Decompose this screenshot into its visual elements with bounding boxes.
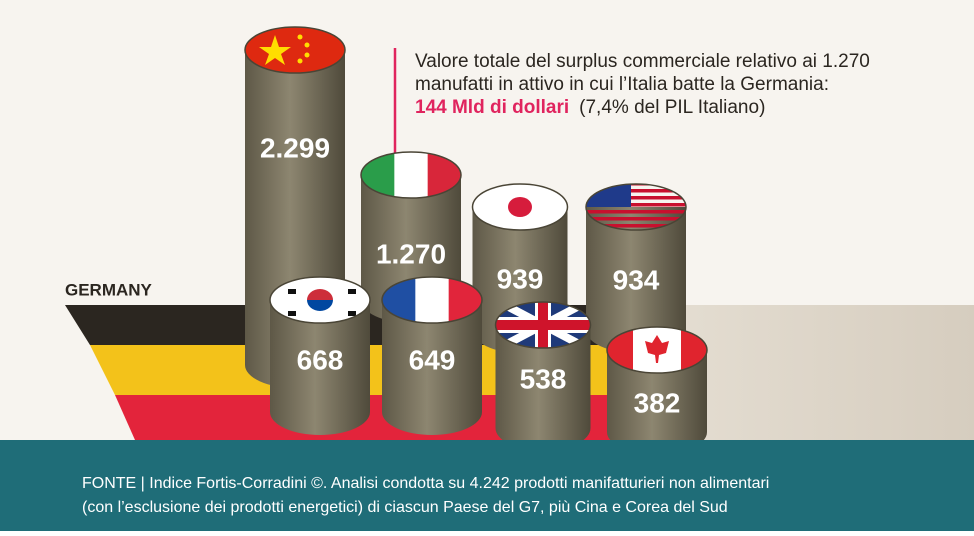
infographic: GERMANY Valore totale del surplus commer… bbox=[0, 0, 974, 531]
flag bbox=[288, 311, 296, 316]
germany-label: GERMANY bbox=[65, 280, 153, 299]
flag bbox=[586, 210, 686, 214]
cylinder-value: 934 bbox=[613, 264, 660, 295]
cylinder: 668 bbox=[270, 275, 370, 435]
flag bbox=[298, 35, 303, 40]
flag bbox=[305, 43, 310, 48]
cylinder: 538 bbox=[496, 300, 591, 451]
flag bbox=[586, 217, 686, 221]
cylinder-value: 382 bbox=[634, 387, 681, 418]
flag bbox=[394, 150, 428, 200]
cylinder: 382 bbox=[607, 325, 707, 455]
note-text: Valore totale del surplus commerciale re… bbox=[415, 51, 870, 72]
note-highlight: 144 Mld di dollari bbox=[415, 97, 569, 118]
flag bbox=[298, 59, 303, 64]
cylinder-value: 2.299 bbox=[260, 132, 330, 163]
flag bbox=[496, 320, 591, 330]
flag bbox=[415, 275, 449, 325]
cylinder-value: 1.270 bbox=[376, 238, 446, 269]
cylinder-value: 668 bbox=[297, 344, 344, 375]
note-text: 144 Mld di dollari (7,4% del PIL Italiano… bbox=[415, 97, 765, 118]
note-rest: (7,4% del PIL Italiano) bbox=[579, 97, 765, 118]
flag bbox=[348, 311, 356, 316]
cylinder-value: 538 bbox=[520, 363, 567, 394]
source-text: (con l’esclusione dei prodotti energetic… bbox=[82, 499, 728, 516]
flag bbox=[508, 197, 532, 217]
flag bbox=[348, 289, 356, 294]
flag bbox=[288, 289, 296, 294]
note-text: manufatti in attivo in cui l’Italia batt… bbox=[415, 74, 829, 95]
cylinder: 649 bbox=[382, 275, 483, 435]
cylinder-value: 649 bbox=[409, 344, 456, 375]
flag bbox=[305, 53, 310, 58]
cylinder-value: 939 bbox=[497, 263, 544, 294]
source-text: FONTE | Indice Fortis-Corradini ©. Anali… bbox=[82, 475, 769, 492]
